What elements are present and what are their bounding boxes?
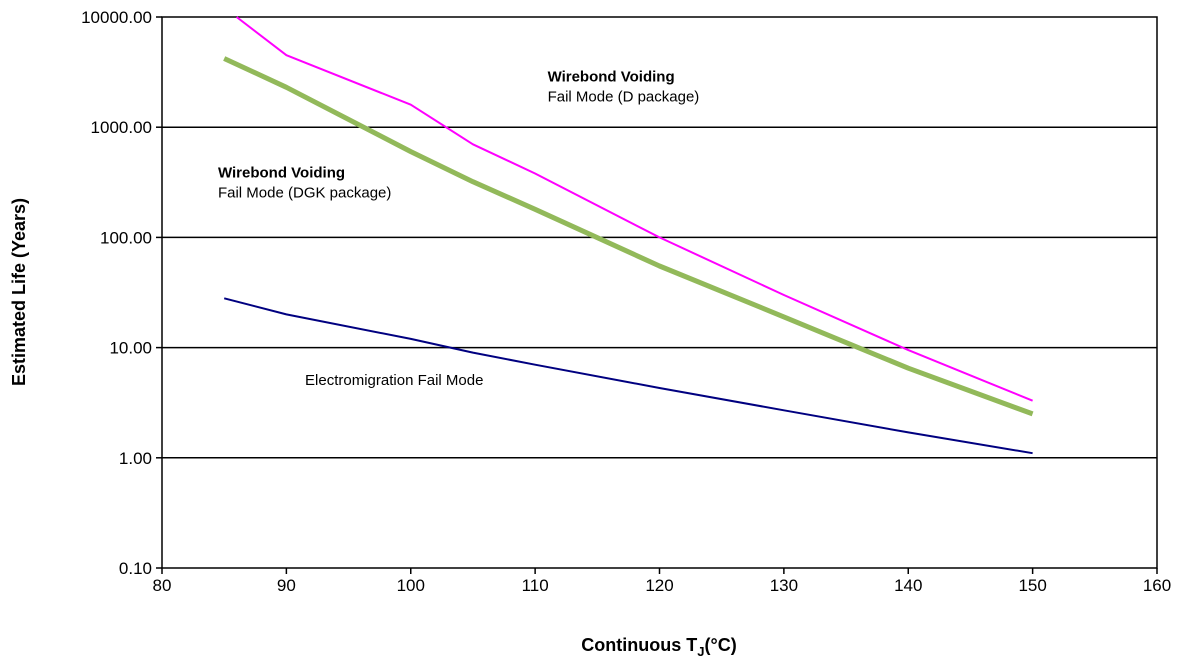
- annotation-dgk-pkg-title: Wirebond Voiding: [218, 164, 345, 181]
- x-tick-label: 150: [1018, 576, 1046, 595]
- x-axis-title-subscript: J: [697, 644, 704, 659]
- y-tick-label: 10.00: [109, 339, 152, 358]
- y-tick-label: 0.10: [119, 559, 152, 578]
- series-line-1: [235, 16, 1033, 402]
- series-line-3: [223, 297, 1033, 455]
- x-tick-label: 140: [894, 576, 922, 595]
- annotation-d-pkg-label: Fail Mode (D package): [548, 88, 700, 105]
- annotation-em-label: Electromigration Fail Mode: [305, 372, 483, 389]
- series-line-2: [223, 56, 1034, 417]
- y-tick-label: 1.00: [119, 449, 152, 468]
- x-tick-label: 90: [277, 576, 296, 595]
- x-tick-label: 120: [645, 576, 673, 595]
- y-axis-title: Estimated Life (Years): [9, 198, 29, 386]
- annotation-d-pkg-title: Wirebond Voiding: [548, 68, 675, 85]
- x-axis-title: Continuous TJ(°C): [581, 635, 736, 659]
- x-axis-title-unit: (°C): [705, 635, 737, 655]
- annotation-dgk-pkg-label: Fail Mode (DGK package): [218, 184, 391, 201]
- y-tick-label: 1000.00: [91, 118, 152, 137]
- y-tick-label: 10000.00: [81, 8, 152, 27]
- x-tick-label: 110: [522, 576, 549, 595]
- annotations: Wirebond Voiding Fail Mode (D package) Wir…: [218, 68, 699, 388]
- series-lines: [223, 16, 1034, 455]
- x-tick-label: 100: [397, 576, 425, 595]
- x-axis-title-main: Continuous T: [581, 635, 697, 655]
- x-tick-labels: 80 90 100 110 120 130 140 150 160: [153, 568, 1171, 595]
- x-tick-label: 80: [153, 576, 172, 595]
- x-tick-label: 130: [770, 576, 798, 595]
- y-tick-label: 100.00: [100, 228, 152, 247]
- x-tick-label: 160: [1143, 576, 1171, 595]
- y-tick-labels: 0.10 1.00 10.00 100.00 1000.00 10000.00: [81, 8, 162, 578]
